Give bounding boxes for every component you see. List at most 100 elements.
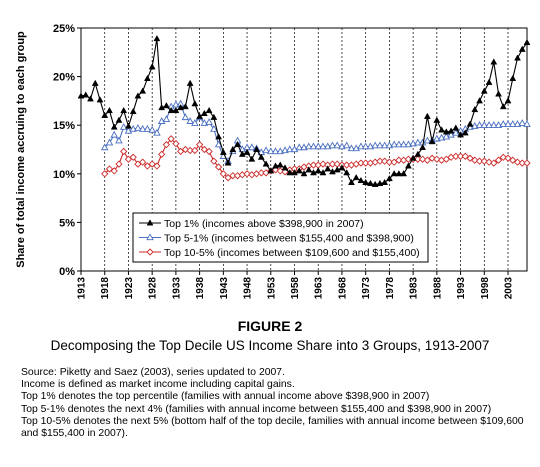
- x-tick-label: 1998: [480, 277, 491, 300]
- y-axis-ticks: 0% 5% 10% 15% 20% 25%: [53, 23, 81, 278]
- data-point: [490, 121, 498, 128]
- data-point: [328, 160, 337, 168]
- data-point: [120, 147, 128, 156]
- data-point: [167, 106, 175, 114]
- data-point: [457, 131, 464, 138]
- data-point: [210, 157, 218, 165]
- data-point: [181, 103, 189, 110]
- data-point: [181, 113, 190, 121]
- data-point: [423, 156, 431, 164]
- data-point: [499, 153, 507, 161]
- data-point: [125, 122, 132, 129]
- data-point: [309, 161, 318, 169]
- data-point: [324, 165, 332, 172]
- x-tick-label: 1988: [432, 277, 443, 300]
- legend-label: Top 1% (incomes above $398,900 in 2007): [164, 218, 364, 230]
- data-point: [452, 152, 460, 160]
- data-point: [499, 103, 507, 110]
- data-point: [214, 140, 223, 148]
- legend: Top 1% (incomes above $398,900 in 2007) T…: [132, 212, 429, 263]
- data-point: [257, 153, 265, 160]
- data-point: [456, 152, 465, 160]
- data-point: [286, 145, 294, 153]
- data-point: [87, 95, 94, 102]
- data-point: [509, 74, 517, 81]
- data-point: [376, 179, 384, 186]
- data-point: [428, 154, 436, 162]
- data-point: [291, 169, 298, 176]
- legend-items: Top 1% (incomes above $398,900 in 2007) T…: [139, 218, 420, 259]
- data-point: [343, 161, 351, 169]
- data-point: [272, 162, 279, 169]
- data-point: [390, 170, 398, 177]
- data-point: [305, 166, 313, 173]
- x-tick-label: 1943: [219, 277, 230, 300]
- data-point: [191, 100, 199, 107]
- data-point: [442, 155, 450, 163]
- data-point: [414, 155, 422, 163]
- data-point: [518, 119, 527, 126]
- data-point: [376, 157, 384, 165]
- data-point: [310, 169, 317, 176]
- data-point: [499, 120, 508, 127]
- data-point: [376, 141, 384, 149]
- x-tick-label: 1928: [148, 277, 159, 300]
- x-tick-label: 1973: [361, 277, 372, 300]
- data-point: [105, 165, 114, 173]
- data-point: [248, 143, 256, 151]
- data-point: [162, 115, 171, 123]
- data-point: [399, 140, 408, 148]
- data-point: [400, 170, 408, 177]
- legend-label: Top 10-5% (incomes between $109,600 and …: [164, 247, 420, 259]
- data-point: [371, 180, 379, 187]
- data-point: [134, 92, 142, 99]
- data-point: [371, 141, 379, 149]
- data-point: [162, 141, 171, 149]
- data-point: [466, 154, 474, 162]
- data-point: [514, 54, 521, 61]
- data-point: [523, 38, 531, 46]
- data-point: [205, 147, 213, 156]
- data-point: [361, 142, 370, 150]
- data-point: [124, 155, 133, 163]
- data-point: [319, 142, 327, 150]
- x-tick-label: 1953: [266, 277, 277, 300]
- data-point: [362, 178, 370, 185]
- data-point: [423, 136, 432, 144]
- data-point: [433, 116, 441, 123]
- data-point: [475, 157, 484, 165]
- data-point: [158, 150, 166, 158]
- x-tick-label: 1918: [100, 277, 111, 300]
- data-point: [509, 156, 517, 164]
- data-point: [120, 106, 128, 114]
- legend-label: Top 5-1% (incomes between $155,400 and $…: [164, 232, 414, 244]
- data-point: [257, 169, 265, 177]
- x-tick-label: 1933: [171, 277, 182, 300]
- data-point: [186, 146, 194, 155]
- note-top10-5: Top 10-5% denotes the next 5% (bottom ha…: [21, 415, 524, 440]
- data-point: [214, 163, 223, 171]
- data-point: [146, 248, 154, 256]
- legend-entry: Top 1% (incomes above $398,900 in 2007): [139, 218, 364, 230]
- data-point: [146, 219, 154, 226]
- data-point: [139, 87, 147, 94]
- data-point: [157, 117, 166, 124]
- data-point: [504, 154, 512, 162]
- x-tick-label: 1923: [124, 277, 135, 300]
- data-point: [329, 168, 336, 175]
- data-point: [357, 159, 365, 167]
- data-point: [219, 148, 227, 155]
- data-point: [224, 159, 232, 166]
- data-point: [414, 150, 422, 157]
- data-point: [385, 174, 393, 182]
- data-point: [352, 144, 360, 152]
- data-point: [442, 128, 450, 135]
- data-point: [518, 45, 526, 52]
- data-point: [219, 170, 227, 178]
- data-point: [418, 155, 427, 163]
- data-point: [423, 112, 431, 119]
- x-tick-label: 1983: [409, 277, 420, 300]
- data-point: [153, 128, 161, 136]
- x-tick-label: 1993: [456, 277, 467, 300]
- data-point: [485, 158, 493, 166]
